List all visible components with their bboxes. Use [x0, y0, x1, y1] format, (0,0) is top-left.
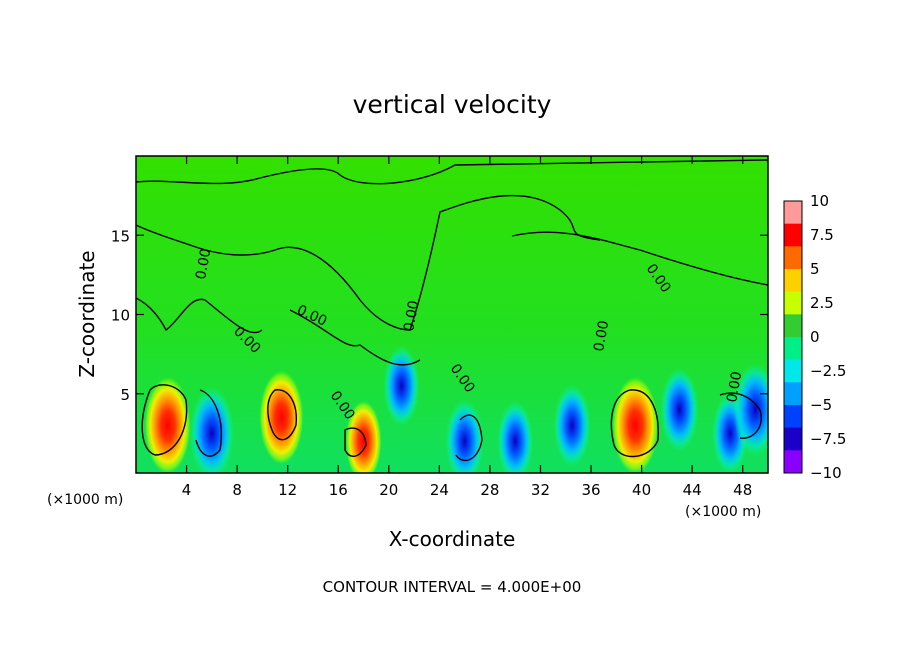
colorbar-swatch: [784, 201, 802, 225]
x-tick-label: 36: [581, 481, 600, 499]
colorbar: 10 7.5 5 2.5 0 −2.5 −5 −7.5 −10: [783, 192, 846, 482]
x-unit-right: (×1000 m): [685, 504, 761, 520]
contour-label: 0.00: [591, 319, 612, 352]
colorbar-frame: [783, 200, 803, 474]
updraft-cell: [259, 370, 304, 465]
colorbar-swatch: [784, 427, 802, 451]
colorbar-swatch: [784, 269, 802, 293]
x-tick-label: 12: [278, 481, 297, 499]
colorbar-tick-label: −10: [810, 464, 842, 482]
chart-title: vertical velocity: [353, 90, 552, 119]
contour-label: 0.00: [401, 299, 422, 332]
x-tick-label: 32: [531, 481, 550, 499]
updraft-cell: [345, 400, 382, 473]
colorbar-tick-label: 5: [810, 260, 820, 278]
downdraft-cell: [445, 399, 484, 473]
colorbar-swatch: [784, 314, 802, 338]
y-axis: 5 10 15: [111, 227, 768, 404]
y-tick-label: 10: [111, 307, 130, 325]
colorbar-tick-label: 7.5: [810, 226, 834, 244]
x-tick-label: 8: [232, 481, 242, 499]
downdraft-cell: [497, 400, 534, 473]
y-tick-label: 15: [111, 227, 130, 245]
x-tick-label: 40: [632, 481, 651, 499]
downdraft-cell: [660, 367, 699, 452]
x-axis: 4 8 12 16 20 24 28 32 36 40 44 48: [182, 156, 752, 499]
colorbar-tick-label: −7.5: [810, 430, 846, 448]
contour-interval: CONTOUR INTERVAL = 4.000E+00: [323, 578, 582, 596]
contour-label: 0.00: [724, 370, 745, 403]
downdraft-cell: [189, 386, 234, 473]
x-tick-label: 20: [379, 481, 398, 499]
colorbar-tick-label: −2.5: [810, 362, 846, 380]
contour-label: 0.00: [193, 247, 214, 280]
x-tick-label: 16: [329, 481, 348, 499]
updraft-cell: [612, 377, 659, 473]
plot-area: [136, 156, 768, 473]
x-axis-title: X-coordinate: [389, 527, 516, 551]
x-tick-label: 44: [683, 481, 702, 499]
x-tick-label: 4: [182, 481, 192, 499]
y-axis-title: Z-coordinate: [75, 250, 99, 377]
colorbar-swatch: [784, 291, 802, 315]
colorbar-swatch: [784, 246, 802, 270]
colorbar-swatch: [784, 405, 802, 429]
colorbar-swatch: [784, 382, 802, 406]
downdraft-cell: [383, 345, 420, 427]
colorbar-tick-label: 10: [810, 192, 829, 210]
x-tick-label: 48: [733, 481, 752, 499]
colorbar-swatch: [784, 450, 802, 474]
y-tick-label: 5: [120, 386, 130, 404]
x-tick-label: 28: [480, 481, 499, 499]
x-tick-label: 24: [430, 481, 449, 499]
colorbar-swatch: [784, 337, 802, 361]
colorbar-tick-label: −5: [810, 396, 832, 414]
colorbar-tick-label: 0: [810, 328, 820, 346]
zero-contours: [136, 159, 768, 462]
velocity-field: [144, 345, 768, 473]
colorbar-tick-label: 2.5: [810, 294, 834, 312]
updraft-cell: [144, 377, 191, 473]
x-unit-left: (×1000 m): [47, 492, 123, 508]
downdraft-cell: [733, 362, 768, 457]
colorbar-swatch: [784, 359, 802, 383]
downdraft-cell: [553, 384, 591, 467]
colorbar-swatch: [784, 223, 802, 247]
